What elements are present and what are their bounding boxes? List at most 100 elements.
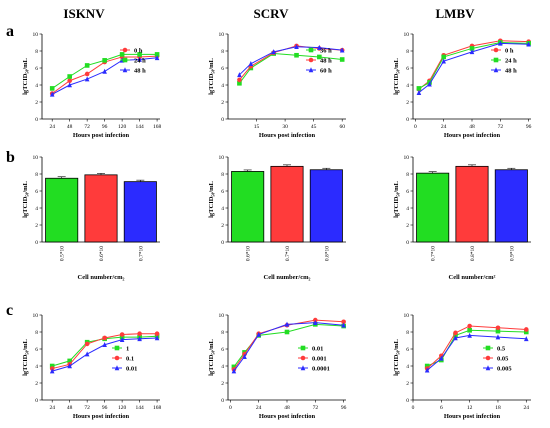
x-axis-title: Hours post infection: [73, 132, 130, 139]
chart-a-scrv: 0 2 4 6 8 10 lgTCID₅₀/mL 15 30 45 60 Hours post inf…: [208, 32, 346, 139]
y-tick-label: 4: [406, 83, 409, 89]
x-tick-label: 0.7*10: [138, 246, 144, 261]
y-tick-label: 8: [406, 330, 409, 336]
legend-marker: [122, 47, 128, 53]
data-point: [495, 334, 501, 340]
y-axis-title: lgTCID₅₀/mL: [22, 180, 29, 217]
chart-b-isknv: 0 2 4 6 8 10 lgTCID₅₀/mL 0.5*10 0.6*10 0.7*10 Cell…: [22, 155, 160, 281]
data-point: [242, 353, 247, 359]
data-point: [67, 78, 72, 84]
data-point: [154, 331, 160, 337]
y-tick-label: 8: [221, 330, 224, 336]
data-point: [84, 63, 90, 68]
legend-marker: [300, 365, 306, 371]
y-axis-title: lgTCID₅₀/mL: [208, 180, 215, 217]
data-point: [341, 322, 346, 328]
virus-title-scrv: SCRV: [254, 6, 290, 21]
x-tick-label: 48: [67, 405, 73, 411]
bar: [270, 165, 304, 243]
legend-marker: [114, 355, 120, 361]
y-tick-label: 4: [406, 206, 409, 212]
legend-marker: [114, 365, 120, 371]
x-tick-label: 30: [282, 124, 288, 130]
x-tick-label: 168: [153, 124, 162, 130]
x-tick-label: 72: [84, 124, 90, 130]
y-tick-label: 10: [404, 313, 410, 319]
legend-label: 0.005: [497, 366, 512, 373]
x-tick-label: 96: [526, 124, 532, 130]
data-point: [84, 351, 90, 357]
x-tick-label: 120: [118, 405, 127, 411]
data-point: [469, 46, 475, 51]
y-tick-label: 0: [221, 240, 224, 246]
data-point: [67, 363, 72, 369]
legend-label: 24 h: [505, 58, 517, 65]
data-point: [84, 71, 90, 77]
legend-label: 0.1: [126, 356, 134, 363]
data-point: [317, 54, 322, 60]
y-tick-label: 4: [221, 206, 224, 212]
y-tick-label: 10: [219, 155, 225, 161]
legend-marker: [485, 365, 491, 371]
data-point: [49, 91, 55, 97]
y-tick-label: 8: [35, 49, 38, 55]
y-tick-label: 4: [35, 206, 38, 212]
row-label-c: c: [6, 302, 13, 319]
data-point: [119, 52, 125, 57]
x-tick-label: 72: [84, 405, 90, 411]
data-point: [453, 330, 458, 336]
bar: [416, 172, 450, 243]
x-tick-label: 144: [135, 124, 144, 130]
data-point: [84, 341, 90, 347]
x-tick-label: 0.5*10: [60, 246, 66, 261]
x-tick-label: 48: [67, 124, 73, 130]
y-tick-label: 0: [35, 117, 38, 123]
y-tick-label: 2: [406, 100, 409, 106]
x-axis-title: Cell number/cm₂: [264, 274, 311, 281]
legend-label: 0.0001: [312, 366, 330, 373]
y-tick-label: 0: [406, 398, 409, 404]
data-point: [237, 72, 242, 78]
x-tick-label: 0: [414, 124, 417, 130]
legend-label: 0.001: [312, 356, 327, 363]
y-tick-label: 2: [221, 100, 224, 106]
y-tick-label: 10: [33, 32, 39, 38]
legend-marker: [493, 47, 499, 53]
data-point: [467, 323, 472, 329]
data-point: [237, 81, 242, 86]
x-tick-label: 96: [341, 405, 347, 411]
data-point: [339, 47, 345, 53]
data-point: [67, 358, 72, 364]
y-axis-title: lgTCID₅₀/mL: [393, 338, 400, 375]
y-axis-title: lgTCID₅₀/mL: [22, 57, 29, 94]
data-point: [526, 41, 531, 47]
x-tick-label: 24: [256, 405, 262, 411]
legend-label: 48 h: [134, 68, 146, 75]
legend-label: 0.5: [497, 346, 506, 353]
series-line: [233, 322, 344, 372]
data-point: [424, 367, 430, 373]
legend-label: 60 h: [320, 68, 332, 75]
x-tick-label: 0.6*10: [99, 246, 105, 261]
data-point: [137, 331, 142, 337]
data-point: [523, 327, 529, 332]
y-tick-label: 6: [221, 66, 224, 72]
data-point: [498, 40, 503, 46]
virus-title-isknv: ISKNV: [63, 6, 105, 21]
data-point: [102, 335, 107, 341]
y-tick-label: 8: [221, 49, 224, 55]
y-axis-title: lgTCID₅₀/mL: [208, 338, 215, 375]
series-line: [426, 325, 527, 369]
y-tick-label: 0: [406, 117, 409, 123]
x-axis-title: Hours post infection: [259, 413, 316, 420]
legend-marker: [122, 57, 128, 63]
data-point: [467, 328, 472, 333]
y-tick-label: 2: [406, 223, 409, 229]
series-line: [426, 334, 527, 371]
y-tick-label: 0: [406, 240, 409, 246]
chart-b-scrv: 0 2 4 6 8 10 lgTCID₅₀/mL 0.6*10 0.7*10 0.8*10 Cell…: [208, 155, 346, 281]
